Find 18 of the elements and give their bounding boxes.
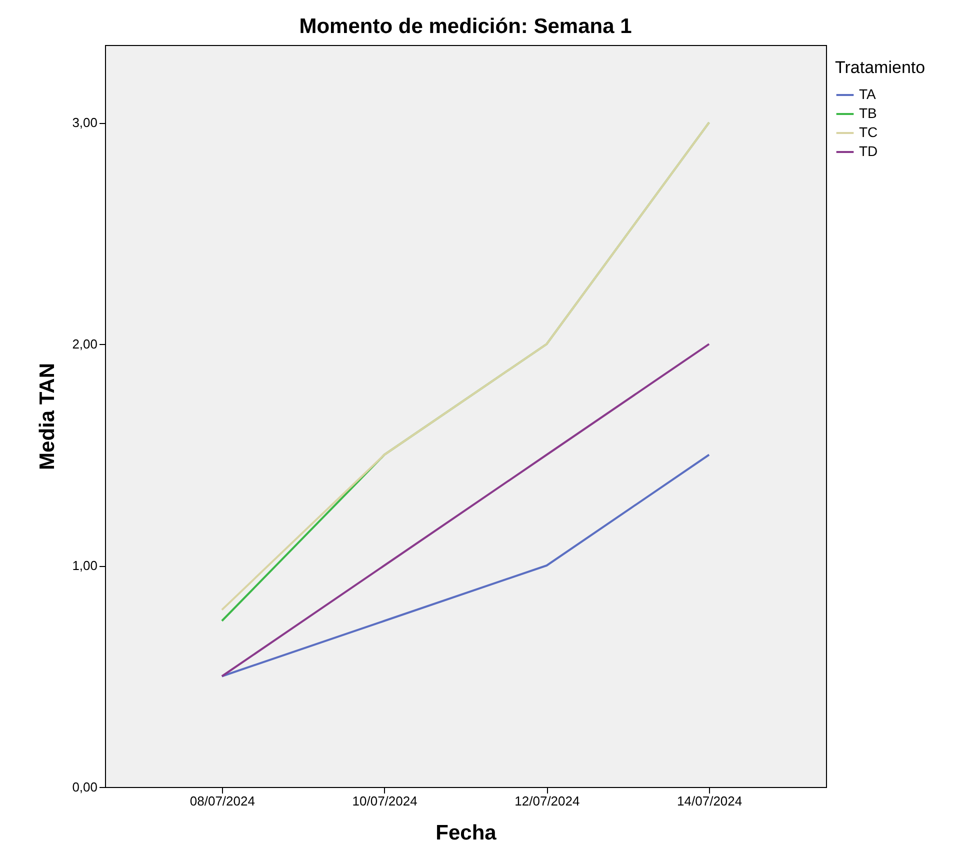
legend-label: TA [859,86,877,102]
x-tick-label: 12/07/2024 [514,794,580,808]
y-tick-label: 2,00 [72,336,98,352]
legend-label: TD [859,143,878,159]
y-tick-label: 3,00 [72,115,98,130]
y-axis-title: Media TAN [36,363,60,470]
x-tick-label: 08/07/2024 [190,794,255,808]
x-axis-title: Fecha [436,822,497,844]
legend-title: Tratamiento [835,58,926,77]
line-series [220,454,710,678]
line-series [220,343,710,678]
x-tick-label: 14/07/2024 [677,794,742,808]
x-tick-label: 10/07/2024 [352,794,418,808]
legend-label: TC [859,124,878,140]
chart-title: Momento de medición: Semana 1 [299,15,632,38]
y-tick-label: 1,00 [72,558,98,574]
legend-label: TB [859,105,877,121]
y-tick-label: 0,00 [72,780,98,794]
